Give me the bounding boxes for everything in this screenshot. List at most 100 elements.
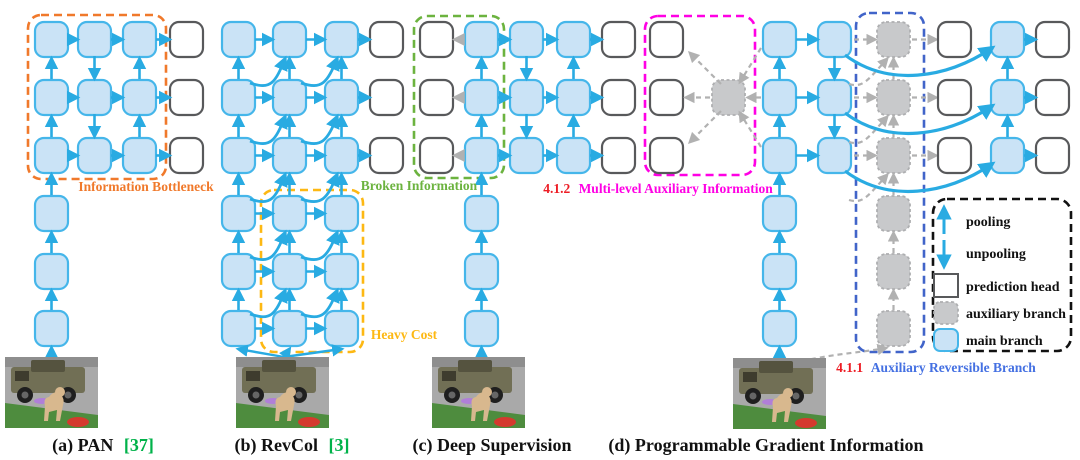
- main-branch-box: [463, 309, 500, 348]
- main-branch-box: [76, 136, 113, 175]
- prediction-head-box: [600, 78, 637, 117]
- legend-label: unpooling: [966, 247, 1026, 262]
- main-branch-box: [220, 78, 257, 117]
- main-branch-box: [816, 78, 853, 117]
- auxiliary-reversible-label: 4.1.1 Auxiliary Reversible Branch: [836, 360, 1036, 375]
- prediction-head-box: [168, 78, 205, 117]
- prediction-head-box: [600, 20, 637, 59]
- main-branch-box: [555, 78, 592, 117]
- legend-label: main branch: [966, 334, 1043, 349]
- main-branch-box: [220, 136, 257, 175]
- main-branch-box: [761, 20, 798, 59]
- main-branch-box: [816, 136, 853, 175]
- main-branch-box: [33, 194, 70, 233]
- prediction-head-box: [1034, 20, 1071, 59]
- main-branch-skip-curve: [844, 45, 996, 78]
- broken-information-region: [412, 14, 506, 180]
- main-branch-box: [761, 309, 798, 348]
- main-branch-box: [761, 136, 798, 175]
- aux-reversible-text: Auxiliary Reversible Branch: [871, 360, 1036, 375]
- main-branch-box: [271, 194, 308, 233]
- gray-flow-arrow: [687, 110, 722, 145]
- main-branch-box: [121, 136, 158, 175]
- main-branch-box: [323, 309, 360, 348]
- prediction-head-box: [168, 20, 205, 59]
- main-branch-box: [76, 78, 113, 117]
- information-bottleneck-label: Information Bottleneck: [78, 179, 214, 194]
- main-branch-box: [121, 78, 158, 117]
- prediction-head-box: [936, 78, 973, 117]
- reversible-connection-curve: [249, 55, 288, 87]
- main-branch-box: [463, 252, 500, 291]
- input-fan-arrow: [235, 344, 285, 359]
- main-branch-box: [816, 20, 853, 59]
- multi-level-text: Multi-level Auxiliary Information: [579, 181, 774, 196]
- main-branch-box: [33, 136, 70, 175]
- auxiliary-branch-box: [876, 195, 911, 232]
- main-branch-box: [271, 20, 308, 59]
- main-branch-box: [508, 20, 545, 59]
- main-branch-box: [33, 309, 70, 348]
- prediction-head-box: [936, 136, 973, 175]
- main-branch-box: [555, 136, 592, 175]
- reversible-connection-curve: [249, 229, 288, 261]
- main-branch-box: [463, 194, 500, 233]
- auxiliary-reversible-region: [854, 11, 926, 354]
- gray-reversible-curve: [848, 56, 889, 87]
- gray-flow-arrow: [738, 47, 762, 85]
- gray-reversible-curve: [848, 172, 889, 203]
- prediction-head-box: [368, 20, 405, 59]
- main-branch-box: [989, 20, 1026, 59]
- prediction-head-box-icon: [933, 273, 959, 298]
- caption-revcol: (b) RevCol [3]: [235, 435, 350, 456]
- main-branch-box: [463, 136, 500, 175]
- input-fan-arrow: [283, 344, 345, 359]
- prediction-head-box: [368, 136, 405, 175]
- main-branch-box: [271, 78, 308, 117]
- multi-level-auxiliary-label: 4.1.2 Multi-level Auxiliary Information: [543, 181, 773, 196]
- prediction-head-box: [418, 20, 455, 59]
- prediction-head-box: [648, 136, 685, 175]
- reversible-connection-curve: [300, 113, 340, 145]
- main-branch-box: [33, 252, 70, 291]
- main-branch-box-icon: [933, 328, 959, 352]
- gray-flow-arrow: [738, 110, 762, 148]
- caption-pgi: (d) Programmable Gradient Information: [608, 435, 923, 456]
- main-branch-box: [463, 20, 500, 59]
- main-branch-box: [555, 20, 592, 59]
- main-branch-box: [121, 20, 158, 59]
- input-image-a: [5, 357, 98, 428]
- main-branch-box: [761, 78, 798, 117]
- caption-pan: (a) PAN [37]: [52, 435, 154, 456]
- main-branch-skip-curve: [844, 103, 996, 136]
- prediction-head-box: [600, 136, 637, 175]
- caption-deep-supervision: (c) Deep Supervision: [413, 435, 572, 456]
- gray-flow-arrow: [687, 50, 722, 85]
- main-branch-box: [463, 78, 500, 117]
- broken-information-label: Broken Information: [361, 178, 478, 193]
- main-branch-box: [989, 78, 1026, 117]
- main-branch-box: [220, 309, 257, 348]
- main-branch-box: [323, 78, 360, 117]
- main-branch-box: [989, 136, 1026, 175]
- prediction-head-box: [648, 20, 685, 59]
- prediction-head-box: [1034, 78, 1071, 117]
- auxiliary-branch-box: [711, 79, 746, 116]
- main-branch-box: [33, 78, 70, 117]
- prediction-head-box: [168, 136, 205, 175]
- caption-revcol-ref: [3]: [329, 435, 350, 455]
- auxiliary-branch-box: [876, 253, 911, 290]
- main-branch-box: [271, 136, 308, 175]
- prediction-head-box: [1034, 136, 1071, 175]
- reversible-connection-curve: [249, 287, 288, 319]
- main-branch-box: [508, 78, 545, 117]
- main-branch-box: [323, 136, 360, 175]
- input-image-d: [733, 358, 826, 429]
- main-branch-box: [323, 252, 360, 291]
- aux-reversible-section-number: 4.1.1: [836, 360, 863, 375]
- auxiliary-branch-box: [876, 79, 911, 116]
- prediction-head-box: [648, 78, 685, 117]
- reversible-connection-curve: [249, 171, 288, 203]
